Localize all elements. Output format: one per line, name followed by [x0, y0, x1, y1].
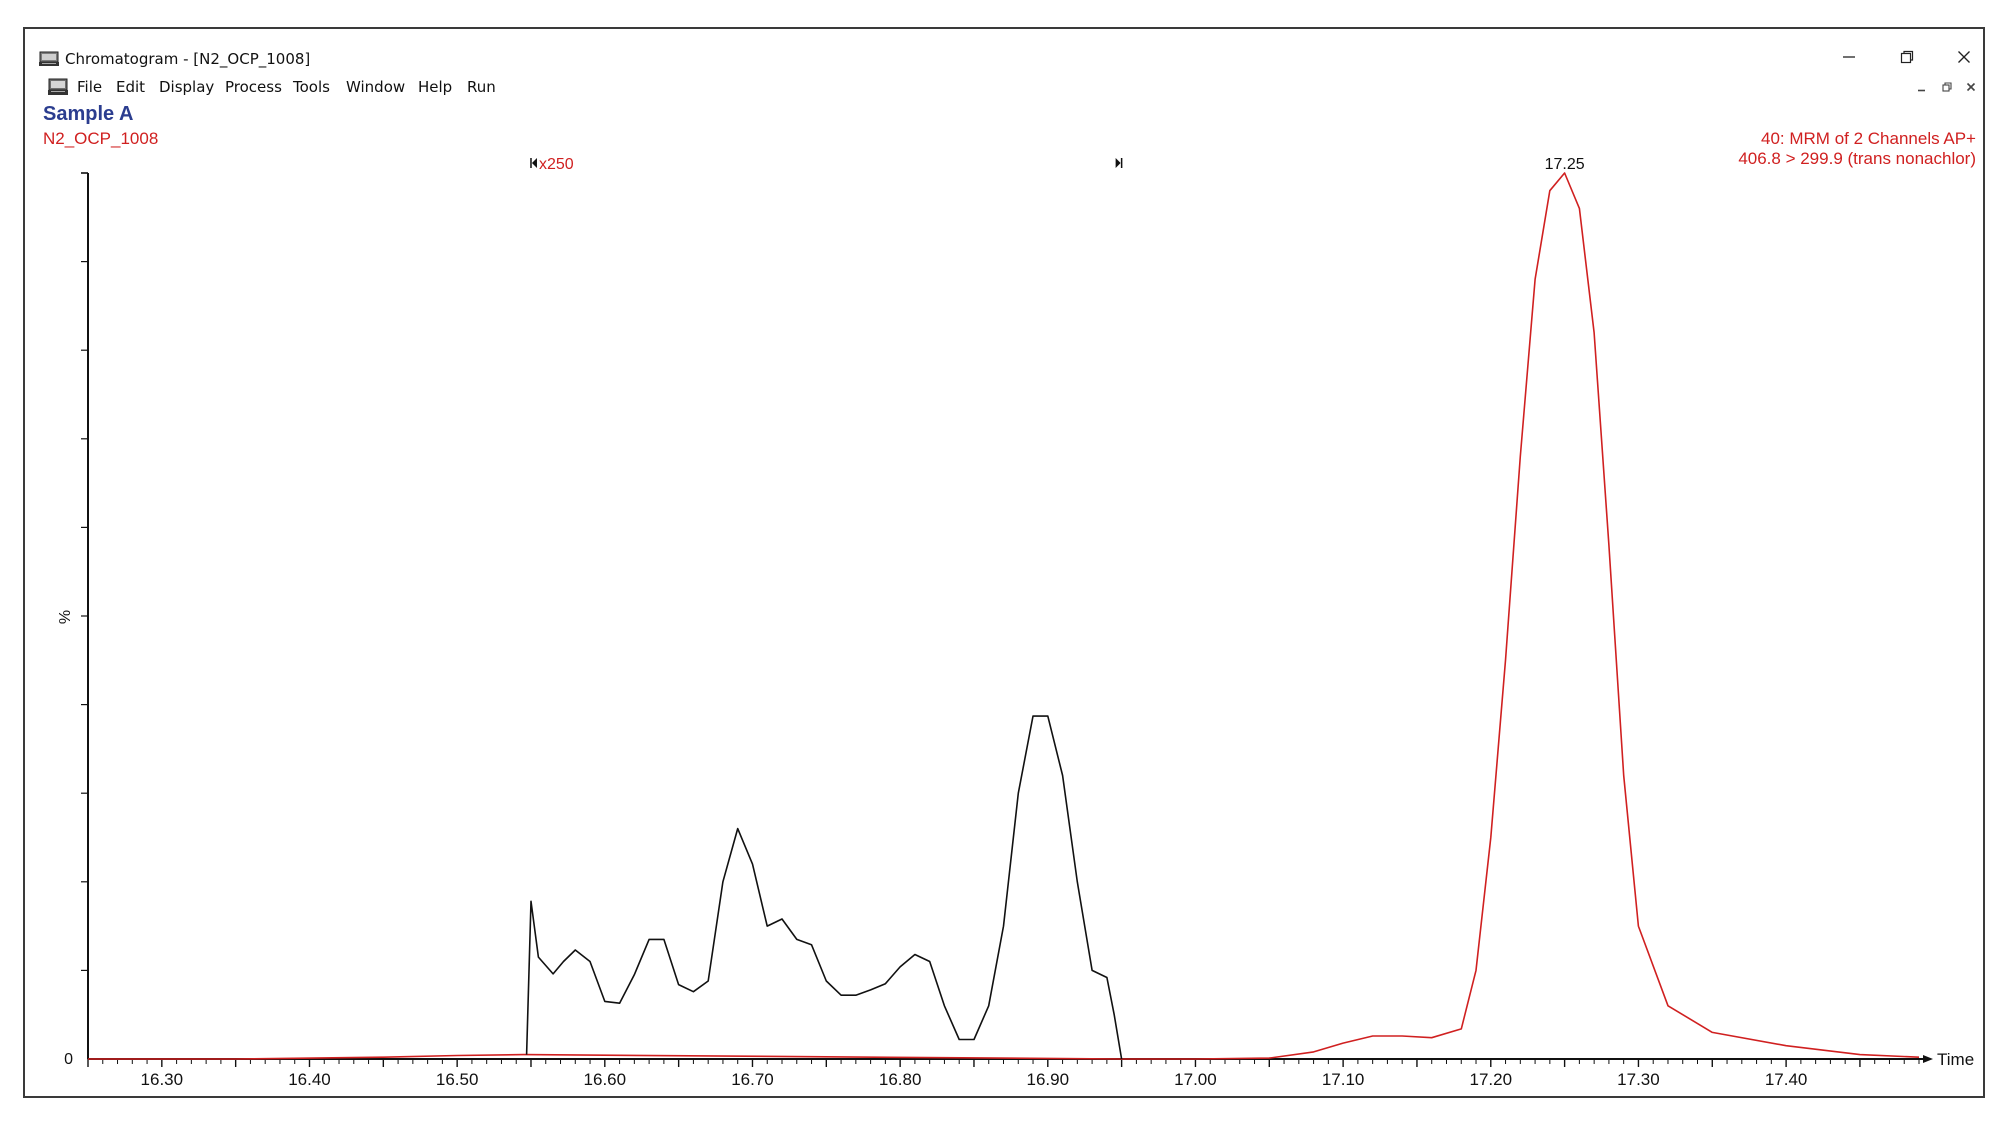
- app-icon: [39, 51, 59, 67]
- chromatogram-chart[interactable]: 0% 16.30 16.40 16.50 16.60 16.70 16.80 16.90 17.…: [25, 29, 1983, 1096]
- zoom-factor-label: x250: [539, 156, 574, 173]
- child-minimize-button[interactable]: [1911, 77, 1933, 99]
- menu-help[interactable]: Help: [418, 78, 453, 96]
- zoom-start-icon: [531, 158, 537, 168]
- x-tick-label: 16.60: [584, 1070, 627, 1089]
- menu-bar: File Edit Display Process Tools Window H…: [25, 73, 1983, 101]
- trace-zoomed-line: [525, 715, 1123, 1060]
- menu-run[interactable]: Run: [467, 78, 496, 96]
- x-tick-label: 16.30: [141, 1070, 184, 1089]
- peak-label: 17.25: [1545, 156, 1585, 173]
- x-axis-arrow: [1923, 1055, 1933, 1063]
- x-tick-label: 16.80: [879, 1070, 922, 1089]
- close-icon: [1966, 79, 1976, 97]
- chromatogram-window: Chromatogram - [N2_OCP_1008]: [23, 27, 1985, 1098]
- trace-transition-label: 406.8 > 299.9 (trans nonachlor): [1738, 149, 1976, 168]
- y-axis-label: %: [57, 610, 74, 624]
- minimize-icon: [1842, 50, 1856, 68]
- x-axis-label: Time: [1937, 1050, 1974, 1069]
- trace-channel-label: 40: MRM of 2 Channels AP+: [1761, 129, 1976, 148]
- window-title: Chromatogram - [N2_OCP_1008]: [65, 50, 311, 68]
- x-tick-label: 16.50: [436, 1070, 479, 1089]
- restore-button[interactable]: [1885, 45, 1929, 73]
- x-tick-label: 16.70: [731, 1070, 774, 1089]
- zoom-end-icon: [1115, 158, 1121, 168]
- x-tick-label: 17.30: [1617, 1070, 1660, 1089]
- x-tick-label: 16.40: [288, 1070, 331, 1089]
- x-tick-label: 17.10: [1322, 1070, 1365, 1089]
- close-button[interactable]: [1942, 45, 1986, 73]
- sample-file-name: N2_OCP_1008: [43, 129, 159, 148]
- minimize-icon: [1917, 79, 1927, 97]
- close-icon: [1957, 50, 1971, 68]
- x-tick-label: 17.20: [1470, 1070, 1513, 1089]
- child-restore-button[interactable]: [1936, 77, 1958, 99]
- document-icon[interactable]: [47, 78, 69, 96]
- menu-edit[interactable]: Edit: [116, 78, 146, 96]
- y-tick-label: 0: [64, 1051, 73, 1068]
- minimize-button[interactable]: [1827, 45, 1871, 73]
- x-tick-label: 17.00: [1174, 1070, 1217, 1089]
- menu-tools[interactable]: Tools: [293, 78, 330, 96]
- menu-display[interactable]: Display: [159, 78, 215, 96]
- x-tick-label: 16.90: [1027, 1070, 1070, 1089]
- restore-icon: [1900, 50, 1914, 68]
- menu-file[interactable]: File: [77, 78, 103, 96]
- title-bar: Chromatogram - [N2_OCP_1008]: [25, 29, 1983, 68]
- child-close-button[interactable]: [1960, 77, 1982, 99]
- menu-window[interactable]: Window: [346, 78, 406, 96]
- sample-name: Sample A: [43, 103, 134, 125]
- menu-process[interactable]: Process: [225, 78, 282, 96]
- restore-icon: [1942, 79, 1952, 97]
- trace-description: 40: MRM of 2 Channels AP+ 406.8 > 299.9 …: [1738, 129, 1976, 169]
- x-tick-label: 17.40: [1765, 1070, 1808, 1089]
